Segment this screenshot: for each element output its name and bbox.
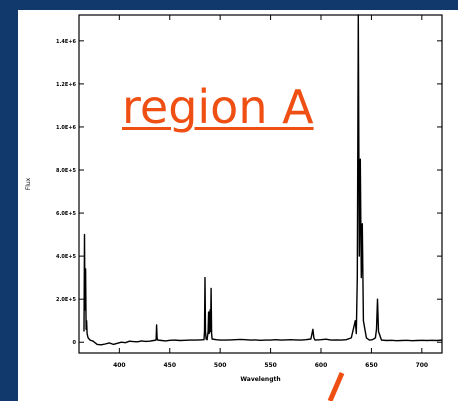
x-tick-label: 700 xyxy=(416,362,429,369)
spectrum-chart: 0 2.0E+5 4.0E+5 6.0E+5 8.0E+5 1.0E+6 1.2E+6 1.4… xyxy=(25,14,443,383)
x-tick-label: 450 xyxy=(163,362,176,369)
axis-ticks: 0 2.0E+5 4.0E+5 6.0E+5 8.0E+5 1.0E+6 1.2E+6 1.4… xyxy=(56,15,442,369)
x-axis-label: Wavelength xyxy=(240,376,280,383)
y-tick-label: 1.2E+6 xyxy=(56,82,76,88)
y-tick-label: 4.0E+5 xyxy=(56,254,76,260)
y-tick-label: 1.0E+6 xyxy=(56,125,76,131)
x-tick-label: 550 xyxy=(264,362,277,369)
y-tick-label: 0 xyxy=(73,340,77,346)
orange-arrow-icon xyxy=(327,372,345,401)
x-tick-label: 600 xyxy=(315,362,328,369)
region-annotation-label: region A xyxy=(122,80,314,134)
x-tick-label: 400 xyxy=(113,362,126,369)
x-tick-label: 500 xyxy=(214,362,227,369)
plot-frame xyxy=(78,14,443,354)
y-tick-label: 6.0E+5 xyxy=(56,211,76,217)
y-axis-label: Flux xyxy=(25,177,32,190)
plot-border xyxy=(78,14,443,354)
spectrum-series-line xyxy=(83,14,443,346)
y-tick-label: 1.4E+6 xyxy=(56,39,76,45)
plot-panel: 0 2.0E+5 4.0E+5 6.0E+5 8.0E+5 1.0E+6 1.2E+6 1.4… xyxy=(18,10,458,401)
y-tick-label: 8.0E+5 xyxy=(56,168,76,174)
x-tick-label: 650 xyxy=(365,362,378,369)
y-tick-label: 2.0E+5 xyxy=(56,297,76,303)
